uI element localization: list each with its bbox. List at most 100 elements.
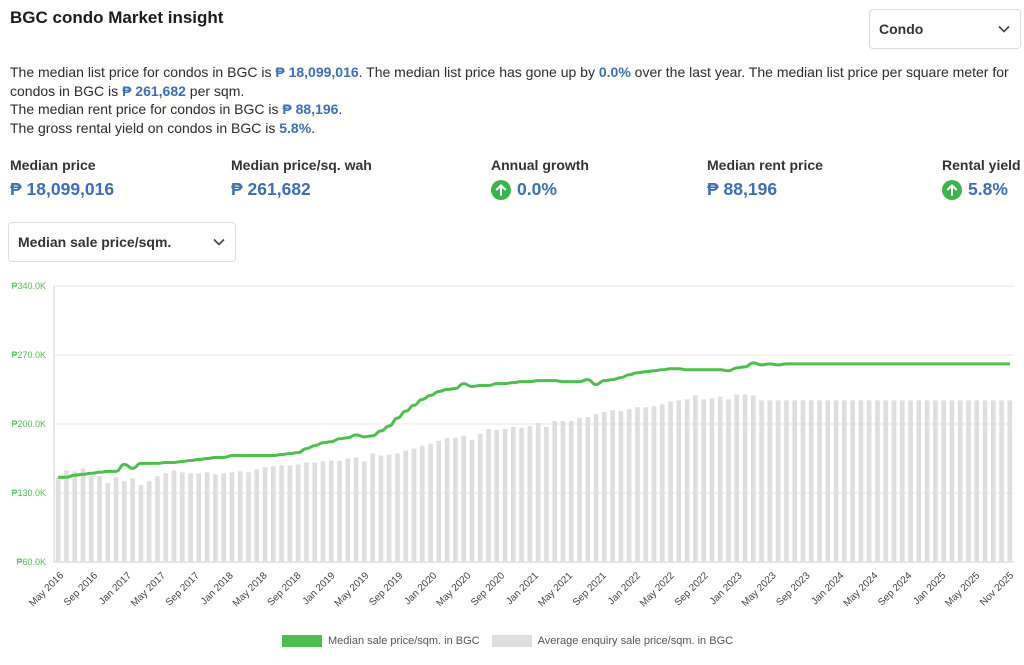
enquiry-bar [560,421,566,562]
summary-line-rent: The median rent price for condos in BGC … [10,100,1015,119]
enquiry-bar [328,460,334,562]
enquiry-bar [179,472,185,562]
enquiry-bar [519,427,524,562]
enquiry-bar [188,473,193,562]
x-tick-label: May 2025 [943,570,982,609]
enquiry-bar [949,400,955,562]
x-tick-label: May 2023 [740,570,779,609]
summary-median-price: ₱ 18,099,016 [275,64,359,80]
stat-median-rent: Median rent price ₱ 88,196 [707,157,823,200]
x-tick-label: May 2021 [536,570,575,609]
x-tick-label: Sep 2023 [774,570,812,608]
enquiry-bar [204,472,210,562]
summary-text: over the last year. The median list pric… [10,64,1009,99]
enquiry-bar [726,399,731,562]
enquiry-bar [378,455,384,562]
stat-value: ₱ 18,099,016 [10,179,115,199]
enquiry-bar [709,398,715,562]
enquiry-bar [279,465,284,562]
x-tick-label: Sep 2018 [266,570,304,608]
enquiry-bar [72,471,78,562]
x-tick-label: Sep 2022 [673,570,711,608]
stat-median-price: Median price ₱ 18,099,016 [10,157,114,200]
enquiry-bar [618,411,624,562]
enquiry-bar [229,472,235,562]
stat-value: ₱ 261,682 [231,179,311,199]
x-tick-label: May 2016 [27,570,66,609]
enquiry-bar [155,476,160,562]
enquiry-bar [494,429,500,562]
enquiry-bar [97,476,102,562]
x-tick-label: Sep 2019 [367,570,405,608]
market-summary: The median list price for condos in BGC … [10,63,1015,137]
enquiry-bar [792,400,798,562]
legend-item-enquiry[interactable]: Average enquiry sale price/sqm. in BGC [491,635,733,647]
enquiry-bar [370,453,375,562]
stat-value: 5.8% [968,179,1008,199]
enquiry-bar [924,400,930,562]
summary-line-yield: The gross rental yield on condos in BGC … [10,119,1015,138]
x-tick-label: Sep 2021 [571,570,609,608]
enquiry-bar [237,471,243,562]
enquiry-bar [510,426,516,562]
enquiry-bar [842,400,847,562]
enquiry-bar [436,440,442,562]
enquiry-bar [899,400,905,562]
enquiry-bar [122,481,127,562]
median-price-line [58,361,1010,479]
enquiry-bar [345,458,351,562]
summary-text: . [311,119,316,136]
enquiry-bar [957,400,963,562]
enquiry-bar [320,461,326,562]
arrow-up-circle-icon [942,179,962,200]
enquiry-bar [635,407,640,562]
enquiry-bar [577,418,582,562]
enquiry-bar [469,439,475,562]
enquiry-bar [800,400,806,562]
enquiry-bar [337,460,342,562]
enquiry-bar [419,445,425,562]
summary-sqm-price: ₱ 261,682 [122,82,186,99]
enquiry-bar [270,466,276,562]
enquiry-bar [428,443,433,562]
enquiry-bar [461,435,466,562]
stat-annual-growth: Annual growth 0.0% [491,157,589,200]
x-tick-label: May 2019 [333,570,372,609]
enquiry-bar [287,465,293,562]
y-tick-label: ₱340.0K [11,281,46,291]
enquiry-bar [750,395,756,562]
enquiry-bar [982,400,988,562]
legend-swatch-enquiry [491,635,532,647]
enquiry-bar [502,428,508,562]
enquiry-bar [486,428,491,562]
enquiry-bar [568,421,574,562]
enquiry-bar [113,477,119,562]
enquiry-bar [858,400,864,562]
enquiry-bar [163,473,169,562]
legend-item-median[interactable]: Median sale price/sqm. in BGC [282,635,480,647]
enquiry-bar [825,400,831,562]
enquiry-bar [262,467,268,562]
enquiry-bar [990,400,996,562]
x-tick-label: Sep 2017 [164,570,202,608]
enquiry-bar [585,417,591,562]
enquiry-bar [883,400,889,562]
enquiry-bar [171,470,177,562]
enquiry-bar [1007,400,1013,562]
enquiry-bar [411,448,417,562]
enquiry-bar [701,399,706,562]
enquiry-bar [146,481,152,562]
summary-text: The median rent price for condos in BGC … [10,101,283,117]
x-tick-label: Sep 2024 [876,570,914,608]
enquiry-bar [784,400,789,562]
y-tick-label: ₱60.0K [16,557,46,567]
legend-swatch-median [282,635,322,647]
x-tick-label: Nov 2025 [978,570,1016,608]
enquiry-bar [734,394,740,562]
chart-metric-select[interactable]: Median sale price/sqm. [8,222,236,262]
enquiry-bar [55,477,61,562]
property-type-select[interactable]: Condo [869,9,1021,49]
enquiry-bar [593,414,599,562]
enquiry-bar [651,406,657,562]
enquiry-bar [535,423,541,562]
